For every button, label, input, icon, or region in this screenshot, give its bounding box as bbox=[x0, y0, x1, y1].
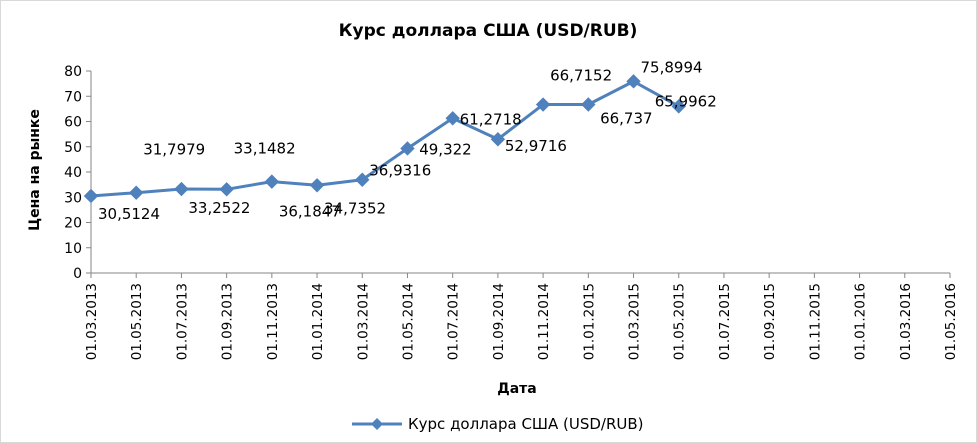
x-tick-label: 01.05.2015 bbox=[672, 283, 688, 360]
x-tick-label: 01.09.2013 bbox=[220, 283, 236, 360]
x-tick-label: 01.11.2015 bbox=[807, 283, 823, 360]
x-tick-label: 01.07.2015 bbox=[717, 283, 733, 360]
data-point-marker bbox=[309, 178, 325, 193]
legend: Курс доллара США (USD/RUB) bbox=[352, 415, 644, 433]
data-point-marker bbox=[671, 99, 686, 114]
y-tick-label: 40 bbox=[64, 165, 82, 181]
y-tick-label: 50 bbox=[64, 140, 82, 156]
data-point-marker bbox=[626, 74, 641, 89]
data-label: 66,737 bbox=[600, 109, 653, 127]
y-tick-label: 80 bbox=[64, 64, 82, 80]
y-axis-title: Цена на рынке bbox=[27, 109, 43, 231]
x-tick-label: 01.03.2016 bbox=[898, 283, 914, 360]
y-tick-label: 10 bbox=[64, 241, 82, 257]
chart-title: Курс доллара США (USD/RUB) bbox=[339, 21, 638, 41]
data-label: 52,9716 bbox=[505, 137, 567, 155]
legend-diamond-marker bbox=[371, 418, 383, 430]
x-tick-label: 01.11.2013 bbox=[265, 283, 281, 360]
x-tick-label: 01.07.2013 bbox=[174, 283, 190, 360]
y-tick-label: 0 bbox=[73, 266, 82, 282]
data-point-marker bbox=[83, 188, 99, 204]
data-label: 33,2522 bbox=[188, 199, 250, 217]
data-point-marker bbox=[535, 97, 551, 112]
x-tick-label: 01.03.2015 bbox=[627, 283, 643, 360]
data-point-marker bbox=[490, 132, 506, 147]
data-label: 31,7979 bbox=[143, 141, 205, 159]
data-point-marker bbox=[174, 181, 189, 197]
data-label: 66,7152 bbox=[550, 67, 612, 85]
data-label: 61,2718 bbox=[460, 110, 522, 128]
x-tick-label: 01.01.2016 bbox=[853, 283, 869, 360]
data-label: 75,8994 bbox=[641, 58, 703, 76]
x-tick-label: 01.09.2014 bbox=[491, 283, 507, 360]
x-tick-label: 01.11.2014 bbox=[536, 283, 552, 360]
x-tick-label: 01.05.2013 bbox=[129, 283, 145, 360]
data-point-marker bbox=[581, 97, 596, 112]
y-tick-labels: 0 10 20 30 40 50 60 70 80 bbox=[64, 64, 82, 282]
x-axis-title: Дата bbox=[497, 381, 536, 397]
x-tick-label: 01.05.2016 bbox=[943, 283, 959, 360]
y-tick-label: 60 bbox=[64, 115, 82, 131]
y-tick-label: 70 bbox=[64, 89, 82, 105]
data-label: 36,9316 bbox=[369, 162, 431, 180]
data-point-marker bbox=[129, 185, 144, 200]
data-point-marker bbox=[400, 141, 415, 156]
x-tick-label: 01.01.2014 bbox=[310, 283, 326, 360]
data-point-marker bbox=[219, 182, 234, 197]
x-tick-label: 01.03.2014 bbox=[355, 283, 371, 360]
data-label: 36,1847 bbox=[279, 203, 341, 221]
data-label: 49,322 bbox=[419, 140, 472, 158]
data-label: 65,9962 bbox=[655, 92, 717, 110]
data-point-marker bbox=[355, 172, 370, 187]
y-tick-label: 20 bbox=[64, 216, 82, 232]
series-line bbox=[90, 79, 680, 198]
legend-label: Курс доллара США (USD/RUB) bbox=[408, 415, 644, 433]
x-tick-label: 01.03.2013 bbox=[84, 283, 100, 360]
axes bbox=[86, 70, 951, 278]
data-label: 34,7352 bbox=[324, 199, 386, 217]
data-labels: 30,5124 31,7979 33,2522 33,1482 36,184734,73… bbox=[98, 58, 717, 223]
x-tick-label: 01.07.2014 bbox=[446, 283, 462, 360]
y-tick-label: 30 bbox=[64, 190, 82, 206]
data-point-marker bbox=[264, 174, 280, 189]
data-label: 33,1482 bbox=[234, 139, 296, 157]
data-point-marker bbox=[445, 111, 460, 126]
x-tick-label: 01.05.2014 bbox=[400, 283, 416, 360]
x-tick-label: 01.09.2015 bbox=[762, 283, 778, 360]
x-tick-label: 01.01.2015 bbox=[581, 283, 597, 360]
x-tick-labels: 01.03.2013 01.05.2013 01.07.2013 01.09.2013… bbox=[84, 283, 959, 360]
data-label: 30,5124 bbox=[98, 205, 160, 223]
series-layer bbox=[83, 74, 686, 204]
